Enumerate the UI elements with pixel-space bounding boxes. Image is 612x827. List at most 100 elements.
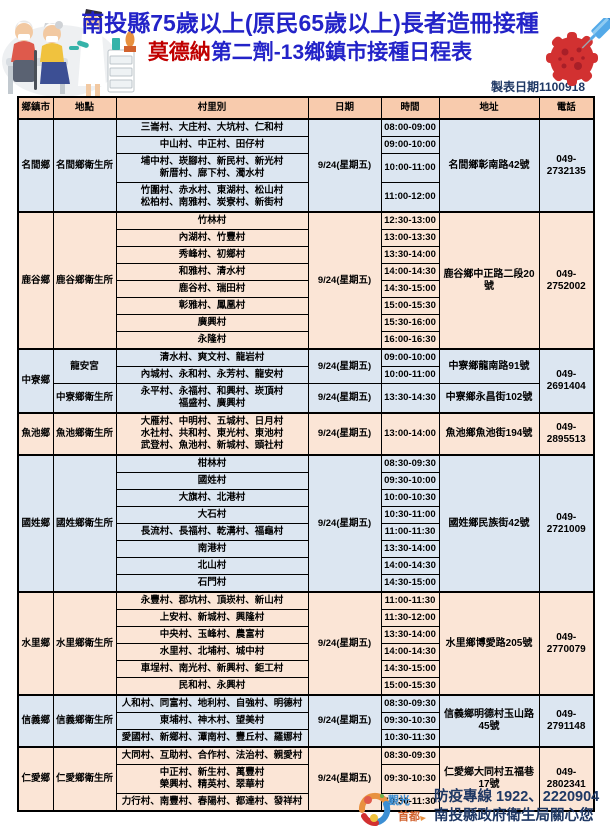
virus-icon: [546, 18, 610, 86]
village-line: 大同村、互助村、合作村、法治村、親愛村: [121, 750, 303, 761]
time-cell: 14:30-15:00: [380, 574, 440, 593]
column-header-0: 鄉鎮市: [17, 96, 54, 120]
villages-cell: 和雅村、清水村: [115, 263, 309, 281]
villages-cell: 北山村: [115, 557, 309, 575]
schedule-row: 內湖村、竹豐村 13:00-13:30: [18, 229, 594, 247]
phone-cell: 049- 2732135: [538, 118, 595, 213]
villages-cell: 國姓村: [115, 472, 309, 490]
time-cell: 08:30-09:30: [380, 694, 440, 713]
village-line: 中正村、新生村、萬豐村: [159, 767, 265, 778]
village-line: 力行村、南豐村、春陽村、都達村、發祥村: [121, 796, 303, 807]
villages-cell: 力行村、南豐村、春陽村、都達村、發祥村: [115, 793, 309, 812]
time-cell: 08:30-09:30: [380, 746, 440, 765]
phone-cell: 049- 2895513: [538, 412, 595, 456]
village-line: 柑林村: [197, 458, 227, 469]
schedule-row: 鹿谷鄉 鹿谷鄉衛生所 竹林村 9/24(星期五) 12:30-13:00 鹿谷鄉中正路二段…: [17, 211, 595, 350]
village-line: 武登村、魚池村、新城村、頭社村: [140, 440, 284, 451]
villages-cell: 大同村、互助村、合作村、法治村、親愛村: [115, 746, 309, 765]
village-line: 三崙村、大庄村、大坑村、仁和村: [140, 122, 284, 133]
village-line: 清水村、爽文村、龍岩村: [159, 352, 265, 363]
schedule-row: 中正村、新生村、萬豐村 榮興村、精英村、翠華村 09:30-10:30: [18, 764, 594, 794]
schedule-row: 愛國村、新鄉村、潭南村、豐丘村、羅娜村 10:30-11:30: [18, 729, 594, 748]
villages-cell: 長流村、長福村、乾溝村、福龜村: [115, 523, 309, 541]
phone-cell: 049- 2691404: [538, 348, 595, 414]
time-cell: 13:00-13:30: [380, 229, 440, 247]
schedule-row: 長流村、長福村、乾溝村、福龜村 11:00-11:30: [18, 523, 594, 541]
phone-cell: 049- 2721009: [538, 454, 595, 593]
address-cell: 仁愛鄉大同村五福巷17號: [438, 746, 540, 812]
vaccination-illustration: [2, 9, 136, 97]
villages-cell: 南港村: [115, 540, 309, 558]
date-cell: 9/24(星期五): [307, 348, 382, 384]
village-line: 內城村、永和村、永芳村、龍安村: [140, 369, 284, 380]
phone-line: 049-: [556, 709, 577, 720]
syringe-icon: [581, 18, 610, 49]
township-cell: 信義鄉: [17, 694, 54, 748]
schedule-row: 廣興村 15:30-16:00: [18, 314, 594, 332]
phone-line: 049-: [556, 631, 577, 643]
location-cell: 魚池鄉衛生所: [52, 412, 117, 456]
phone-cell: 049- 2791148: [538, 694, 595, 748]
villages-cell: 東埔村、神木村、望美村: [115, 712, 309, 730]
village-line: 南港村: [197, 543, 227, 554]
footer: 觀光 首都 防疫專線 1922、2220904 南投縣政府衛生局關心您: [0, 788, 604, 827]
time-cell: 12:30-13:00: [380, 211, 440, 230]
location-cell: 龍安宮: [52, 348, 117, 384]
villages-cell: 秀峰村、初鄉村: [115, 246, 309, 264]
phone-line: 049-: [556, 511, 577, 523]
time-cell: 14:00-14:30: [380, 643, 440, 661]
village-line: 松柏村、南雅村、炭寮村、新街村: [140, 197, 284, 208]
title-vaccine-name: 莫德納: [147, 41, 211, 65]
time-cell: 14:30-15:00: [380, 660, 440, 678]
column-header-6: 電話: [538, 96, 595, 120]
villages-cell: 中正村、新生村、萬豐村 榮興村、精英村、翠華村: [115, 764, 309, 794]
villages-cell: 埔中村、崁腳村、新民村、新光村 新厝村、廍下村、濁水村: [115, 153, 309, 183]
date-cell: 9/24(星期五): [307, 383, 382, 414]
time-cell: 11:00-11:30: [380, 523, 440, 541]
villages-cell: 柑林村: [115, 454, 309, 473]
villages-cell: 清水村、爽文村、龍岩村: [115, 348, 309, 367]
date-cell: 9/24(星期五): [307, 591, 382, 696]
township-cell: 鹿谷鄉: [17, 211, 54, 350]
schedule-header: 鄉鎮市 地點 村里別 日期 時間 地址 電話: [17, 96, 595, 120]
phone-line: 049-: [556, 153, 577, 165]
time-cell: 13:30-14:00: [380, 246, 440, 264]
logo-text-1: 觀光: [388, 793, 410, 807]
phone-line: 2802341: [546, 779, 586, 790]
village-line: 上安村、新城村、興隆村: [159, 612, 265, 623]
time-cell: 09:30-10:00: [380, 472, 440, 490]
location-cell: 中寮鄉衛生所: [52, 383, 117, 414]
schedule-row: 民和村、永興村 15:00-15:30: [18, 677, 594, 696]
location-cell: 鹿谷鄉衛生所: [52, 211, 117, 350]
phone-cell: 049- 2802341: [538, 746, 595, 812]
villages-cell: 鹿谷村、瑞田村: [115, 280, 309, 298]
phone-line: 049-: [556, 369, 577, 380]
village-line: 中央村、玉峰村、農富村: [159, 629, 265, 640]
time-cell: 09:30-10:30: [380, 712, 440, 730]
time-cell: 11:00-11:30: [380, 591, 440, 610]
village-line: 大雁村、中明村、五城村、日月村: [140, 416, 284, 427]
time-cell: 15:00-15:30: [380, 677, 440, 696]
village-line: 內湖村、竹豐村: [178, 232, 246, 243]
time-cell: 15:00-15:30: [380, 297, 440, 315]
address-cell: 魚池鄉魚池街194號: [438, 412, 540, 456]
date-cell: 9/24(星期五): [307, 211, 382, 350]
villages-cell: 中山村、中正村、田仔村: [115, 136, 309, 154]
schedule-row: 彰雅村、鳳凰村 15:00-15:30: [18, 297, 594, 315]
schedule-row: 石門村 14:30-15:00: [18, 574, 594, 593]
time-cell: 09:00-10:00: [380, 136, 440, 154]
column-header-3: 日期: [307, 96, 382, 120]
villages-cell: 大石村: [115, 506, 309, 524]
villages-cell: 人和村、同富村、地利村、自強村、明德村: [115, 694, 309, 713]
header-row: 鄉鎮市 地點 村里別 日期 時間 地址 電話: [17, 96, 595, 120]
village-line: 水社村、共和村、東光村、東池村: [140, 428, 284, 439]
villages-cell: 廣興村: [115, 314, 309, 332]
column-header-1: 地點: [52, 96, 117, 120]
time-cell: 09:00-10:00: [380, 348, 440, 367]
villages-cell: 愛國村、新鄉村、潭南村、豐丘村、羅娜村: [115, 729, 309, 748]
schedule-row: 信義鄉 信義鄉衛生所 人和村、同富村、地利村、自強村、明德村 9/24(星期五) 08:…: [17, 694, 595, 748]
logo-text-2: 首都: [398, 809, 420, 823]
phone-line: 049-: [556, 268, 577, 280]
bureau-label: 南投縣政府衛生局關心您: [434, 808, 594, 824]
village-line: 國姓村: [197, 475, 227, 486]
